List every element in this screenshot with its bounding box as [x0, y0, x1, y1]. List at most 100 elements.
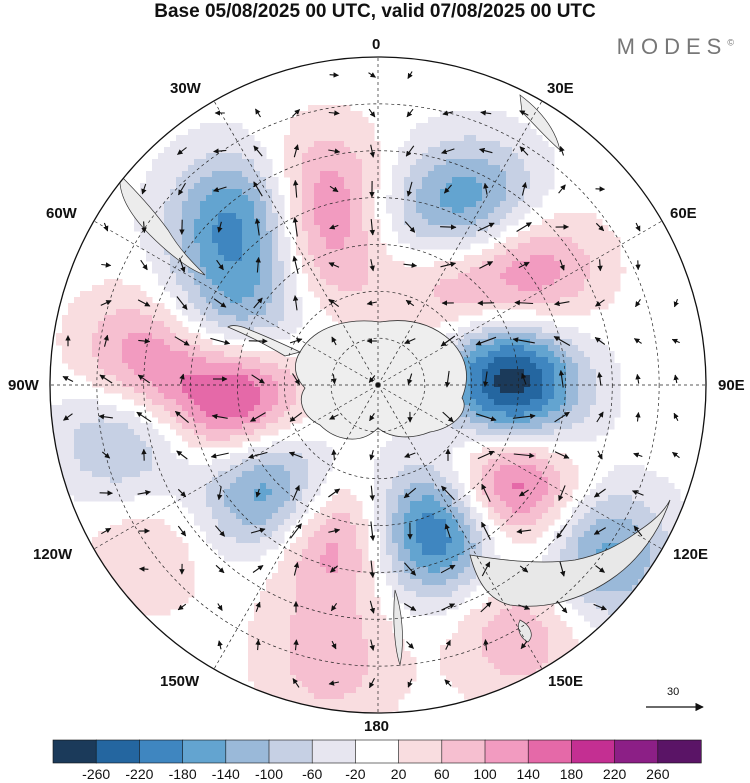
anomaly-cell	[182, 393, 189, 400]
anomaly-cell	[104, 477, 111, 484]
anomaly-cell	[350, 501, 357, 508]
anomaly-cell	[140, 315, 147, 322]
anomaly-cell	[236, 279, 243, 286]
anomaly-cell	[446, 489, 453, 496]
anomaly-cell	[602, 267, 609, 274]
anomaly-cell	[446, 159, 453, 166]
anomaly-cell	[464, 429, 471, 436]
anomaly-cell	[488, 351, 495, 358]
anomaly-cell	[356, 537, 363, 544]
anomaly-cell	[290, 165, 297, 172]
anomaly-cell	[98, 321, 105, 328]
anomaly-cell	[158, 339, 165, 346]
anomaly-cell	[230, 297, 237, 304]
anomaly-cell	[410, 189, 417, 196]
anomaly-cell	[134, 417, 141, 424]
anomaly-cell	[404, 291, 411, 298]
anomaly-cell	[206, 231, 213, 238]
anomaly-cell	[140, 423, 147, 430]
anomaly-cell	[146, 483, 153, 490]
anomaly-cell	[338, 489, 345, 496]
anomaly-cell	[308, 147, 315, 154]
anomaly-cell	[362, 243, 369, 250]
anomaly-cell	[86, 405, 93, 412]
anomaly-cell	[212, 465, 219, 472]
anomaly-cell	[440, 183, 447, 190]
anomaly-cell	[356, 249, 363, 256]
anomaly-cell	[284, 477, 291, 484]
anomaly-cell	[296, 183, 303, 190]
anomaly-cell	[152, 189, 159, 196]
anomaly-cell	[506, 171, 513, 178]
anomaly-cell	[242, 225, 249, 232]
anomaly-cell	[158, 387, 165, 394]
anomaly-cell	[446, 201, 453, 208]
anomaly-cell	[230, 333, 237, 340]
anomaly-cell	[116, 285, 123, 292]
anomaly-cell	[518, 141, 525, 148]
anomaly-cell	[230, 465, 237, 472]
anomaly-cell	[356, 147, 363, 154]
anomaly-cell	[146, 297, 153, 304]
anomaly-cell	[284, 255, 291, 262]
anomaly-cell	[422, 513, 429, 520]
anomaly-cell	[92, 411, 99, 418]
anomaly-cell	[212, 429, 219, 436]
anomaly-cell	[434, 429, 441, 436]
anomaly-cell	[326, 309, 333, 316]
anomaly-cell	[248, 183, 255, 190]
anomaly-cell	[314, 153, 321, 160]
anomaly-cell	[416, 177, 423, 184]
anomaly-cell	[356, 201, 363, 208]
anomaly-cell	[542, 507, 549, 514]
anomaly-cell	[146, 441, 153, 448]
anomaly-cell	[404, 225, 411, 232]
anomaly-cell	[194, 513, 201, 520]
anomaly-cell	[572, 261, 579, 268]
anomaly-cell	[74, 423, 81, 430]
anomaly-cell	[446, 513, 453, 520]
anomaly-cell	[260, 417, 267, 424]
anomaly-cell	[506, 147, 513, 154]
anomaly-cell	[428, 153, 435, 160]
anomaly-cell	[158, 153, 165, 160]
anomaly-cell	[542, 333, 549, 340]
anomaly-cell	[164, 177, 171, 184]
anomaly-cell	[590, 387, 597, 394]
anomaly-cell	[500, 369, 507, 376]
anomaly-cell	[302, 267, 309, 274]
anomaly-cell	[560, 249, 567, 256]
anomaly-cell	[530, 417, 537, 424]
anomaly-cell	[464, 141, 471, 148]
anomaly-cell	[542, 327, 549, 334]
anomaly-cell	[194, 381, 201, 388]
anomaly-cell	[92, 381, 99, 388]
anomaly-cell	[188, 375, 195, 382]
anomaly-cell	[92, 537, 99, 544]
anomaly-cell	[410, 213, 417, 220]
anomaly-cell	[320, 273, 327, 280]
anomaly-cell	[380, 303, 387, 310]
anomaly-cell	[500, 261, 507, 268]
anomaly-cell	[542, 411, 549, 418]
anomaly-cell	[578, 297, 585, 304]
anomaly-cell	[488, 291, 495, 298]
anomaly-cell	[512, 363, 519, 370]
anomaly-cell	[338, 501, 345, 508]
anomaly-cell	[626, 519, 633, 526]
anomaly-cell	[518, 363, 525, 370]
anomaly-cell	[128, 483, 135, 490]
anomaly-cell	[158, 483, 165, 490]
anomaly-cell	[212, 243, 219, 250]
anomaly-cell	[326, 219, 333, 226]
anomaly-cell	[332, 519, 339, 526]
anomaly-cell	[602, 279, 609, 286]
anomaly-cell	[302, 141, 309, 148]
anomaly-cell	[476, 261, 483, 268]
anomaly-cell	[578, 411, 585, 418]
anomaly-cell	[332, 111, 339, 118]
anomaly-cell	[440, 225, 447, 232]
anomaly-cell	[110, 309, 117, 316]
anomaly-cell	[506, 531, 513, 538]
anomaly-cell	[536, 135, 543, 142]
